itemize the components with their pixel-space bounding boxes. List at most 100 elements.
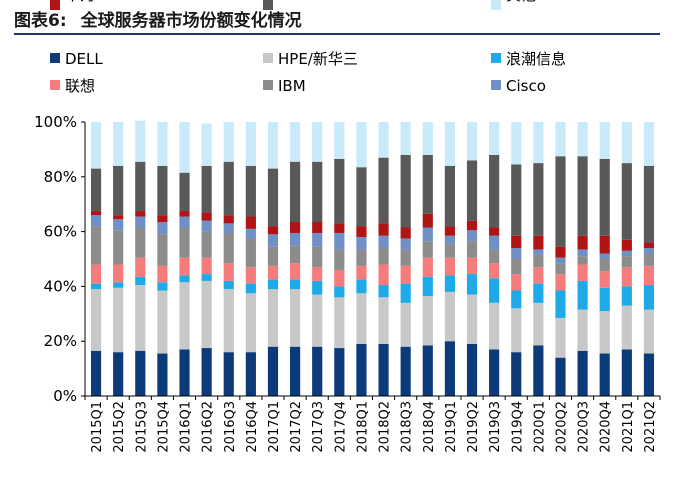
bar-segment-hpe-新华三 xyxy=(378,297,389,344)
bar-segment-odm xyxy=(135,161,146,212)
legend-swatch-联想 xyxy=(50,80,60,90)
bar-segment-华为 xyxy=(422,213,433,228)
legend-label-华为: 华为 xyxy=(65,0,95,4)
bar-stack-2017Q1 xyxy=(267,122,279,396)
bar-segment-华为 xyxy=(201,212,212,221)
bar-segment-华为 xyxy=(400,227,411,239)
bar-stack-2016Q1 xyxy=(179,122,190,396)
bar-stack-2017Q3 xyxy=(312,122,323,396)
bar-segment-dell xyxy=(356,343,367,396)
bar-segment-cisco xyxy=(533,249,544,255)
legend-swatch-其他 xyxy=(491,0,501,10)
bar-segment-odm xyxy=(113,165,124,216)
bar-segment-ibm xyxy=(312,246,323,268)
bar-stack-2016Q3 xyxy=(223,122,234,396)
bar-segment-dell xyxy=(621,349,632,396)
figure-title: 图表6: 全球服务器市场份额变化情况 xyxy=(14,6,302,31)
bar-segment-浪潮信息 xyxy=(422,276,433,296)
bar-segment-浪潮信息 xyxy=(511,290,522,309)
bar-segment-dell xyxy=(90,350,102,396)
bar-segment-odm xyxy=(621,163,632,240)
bar-segment-联想 xyxy=(223,263,234,281)
bar-segment-ibm xyxy=(267,246,279,266)
bar-segment-其他 xyxy=(334,122,345,159)
bar-stack-2021Q2 xyxy=(643,122,655,396)
legend-swatch-odm xyxy=(263,0,273,10)
bar-segment-odm xyxy=(489,154,500,228)
bar-segment-其他 xyxy=(555,122,566,157)
bar-segment-浪潮信息 xyxy=(356,279,367,294)
bar-segment-华为 xyxy=(466,220,478,231)
bar-segment-浪潮信息 xyxy=(179,275,190,283)
y-tick-label: 100% xyxy=(34,113,77,131)
bar-segment-其他 xyxy=(466,122,478,161)
bar-segment-其他 xyxy=(356,122,367,168)
bar-segment-华为 xyxy=(179,211,190,217)
bar-segment-华为 xyxy=(555,246,566,258)
bar-segment-ibm xyxy=(135,227,146,258)
bar-segment-hpe-新华三 xyxy=(466,294,478,344)
bar-segment-联想 xyxy=(179,257,190,276)
bar-segment-hpe-新华三 xyxy=(267,289,279,347)
bar-segment-dell xyxy=(223,352,234,396)
bar-segment-华为 xyxy=(290,222,301,233)
bar-segment-其他 xyxy=(245,122,256,166)
bar-segment-华为 xyxy=(356,226,367,238)
bar-segment-ibm xyxy=(90,226,102,265)
bar-segment-联想 xyxy=(135,257,146,277)
x-tick-label: 2020Q3 xyxy=(577,401,592,453)
bar-segment-ibm xyxy=(555,263,566,275)
bar-segment-dell xyxy=(267,346,279,396)
bar-segment-cisco xyxy=(179,216,190,228)
bar-segment-联想 xyxy=(400,265,411,284)
bar-segment-其他 xyxy=(113,122,124,166)
bar-segment-其他 xyxy=(135,120,146,162)
bar-segment-其他 xyxy=(489,122,500,155)
x-tick-label: 2018Q2 xyxy=(378,401,393,453)
bar-stack-2019Q1 xyxy=(444,122,455,396)
bar-segment-ibm xyxy=(444,243,455,258)
bar-segment-浪潮信息 xyxy=(577,280,588,310)
bar-segment-联想 xyxy=(422,257,433,277)
bar-stack-2015Q1 xyxy=(90,122,102,396)
figure-number: 图表6: xyxy=(14,11,67,31)
bar-segment-联想 xyxy=(157,265,168,283)
bar-segment-ibm xyxy=(201,231,212,258)
bar-segment-华为 xyxy=(113,215,124,220)
bar-segment-odm xyxy=(577,156,588,236)
bar-segment-hpe-新华三 xyxy=(223,289,234,353)
legend-label-odm: ODM xyxy=(278,0,314,4)
bar-segment-dell xyxy=(533,345,544,396)
title-divider xyxy=(14,33,660,35)
bar-segment-cisco xyxy=(555,257,566,264)
bar-segment-ibm xyxy=(157,234,168,266)
bar-segment-浪潮信息 xyxy=(599,287,610,312)
bar-segment-cisco xyxy=(400,238,411,250)
bar-segment-浪潮信息 xyxy=(400,283,411,303)
legend-label-联想: 联想 xyxy=(65,77,95,95)
x-tick-label: 2021Q1 xyxy=(621,401,636,453)
bar-segment-联想 xyxy=(201,257,212,275)
bar-segment-联想 xyxy=(90,264,102,284)
bar-segment-cisco xyxy=(378,235,389,249)
legend-label-hpe-新华三: HPE/新华三 xyxy=(278,50,358,68)
bar-segment-其他 xyxy=(312,122,323,162)
bar-segment-ibm xyxy=(245,238,256,268)
bar-stack-2021Q1 xyxy=(621,122,632,396)
bar-stack-2015Q3 xyxy=(135,120,146,396)
bar-segment-联想 xyxy=(113,264,124,283)
bar-segment-ibm xyxy=(577,256,588,265)
bar-segment-华为 xyxy=(599,235,610,254)
bar-segment-cisco xyxy=(267,234,279,247)
bar-segment-其他 xyxy=(400,122,411,155)
bar-segment-ibm xyxy=(533,254,544,268)
x-tick-label: 2019Q3 xyxy=(488,401,503,453)
x-tick-label: 2016Q1 xyxy=(179,401,194,453)
bar-stack-2017Q4 xyxy=(334,122,345,396)
bar-segment-华为 xyxy=(577,235,588,250)
y-tick-label: 40% xyxy=(44,277,77,295)
bar-stack-2018Q1 xyxy=(356,122,367,396)
bar-segment-联想 xyxy=(378,264,389,286)
bar-segment-浪潮信息 xyxy=(201,274,212,281)
